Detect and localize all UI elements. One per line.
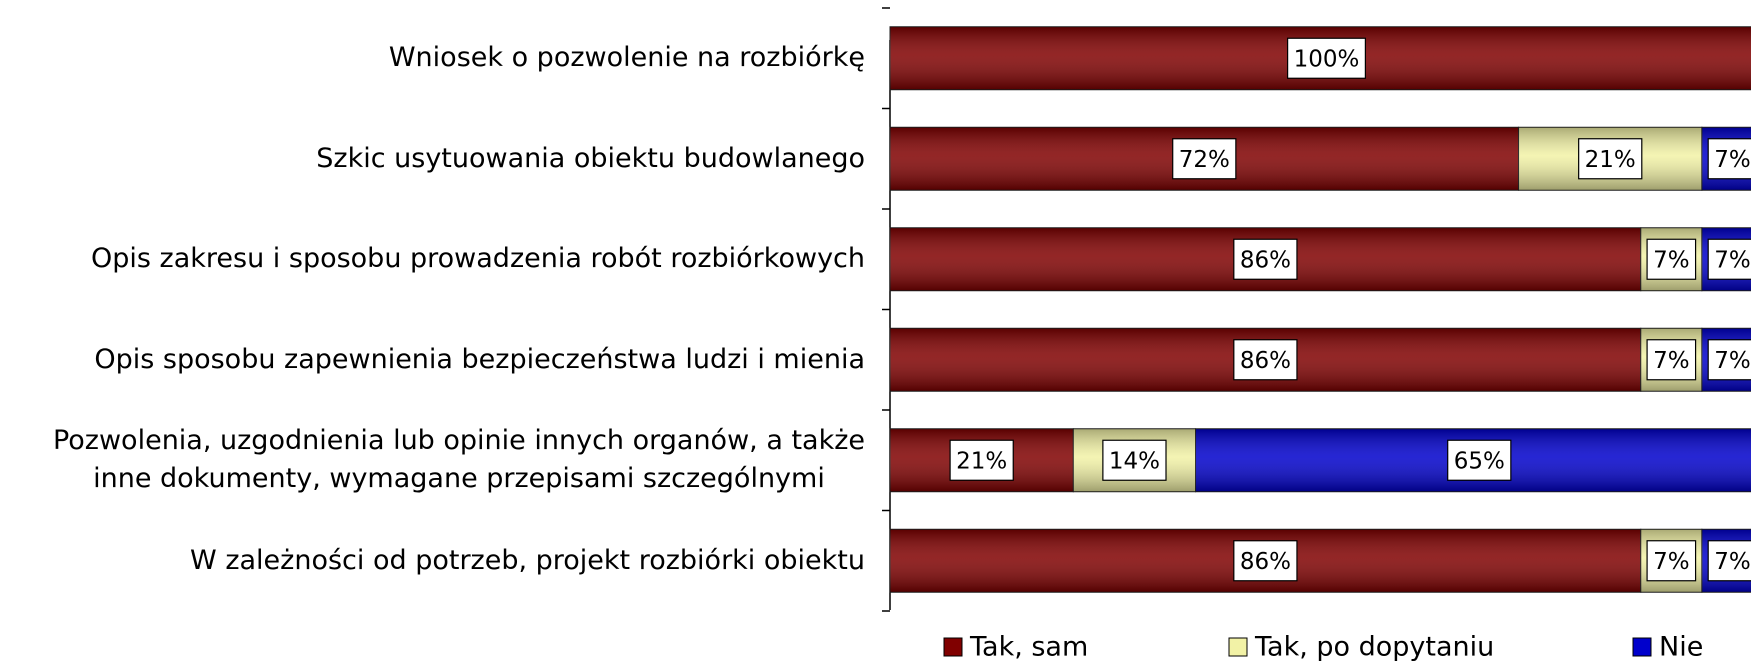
legend-swatch	[1228, 637, 1248, 657]
value-label: 86%	[1240, 549, 1291, 575]
value-label-box	[1646, 339, 1697, 381]
category-label: Opis zakresu i sposobu prowadzenia robót…	[91, 243, 865, 275]
value-label-box	[1447, 439, 1512, 481]
value-label-box	[1102, 439, 1167, 481]
value-label-box	[949, 439, 1014, 481]
value-label-box	[1707, 138, 1751, 180]
value-label: 86%	[1240, 348, 1291, 374]
legend-label: Tak, sam	[969, 632, 1088, 662]
category-label: Opis sposobu zapewnienia bezpieczeństwa …	[94, 343, 865, 375]
value-label-box	[1172, 138, 1237, 180]
value-label-box	[1287, 37, 1366, 79]
value-label: 86%	[1240, 247, 1291, 273]
legend-label: Tak, po dopytaniu	[1254, 632, 1494, 662]
value-label: 21%	[956, 448, 1007, 474]
value-label-box	[1233, 238, 1298, 280]
legend-swatch	[943, 637, 963, 657]
legend-label: Nie	[1659, 632, 1703, 662]
value-label: 21%	[1585, 147, 1636, 173]
value-label: 7%	[1653, 247, 1690, 273]
value-label-box	[1578, 138, 1643, 180]
value-label: 7%	[1714, 247, 1751, 273]
value-label: 65%	[1454, 448, 1505, 474]
value-label: 7%	[1653, 348, 1690, 374]
value-label-box	[1646, 540, 1697, 582]
legend-swatch	[1632, 637, 1652, 657]
category-label: Wniosek o pozwolenie na rozbiórkę	[388, 42, 865, 74]
value-label: 7%	[1653, 549, 1690, 575]
value-label-box	[1707, 339, 1751, 381]
value-label: 7%	[1714, 549, 1751, 575]
value-label: 14%	[1109, 448, 1160, 474]
value-label-box	[1707, 540, 1751, 582]
value-label-box	[1646, 238, 1697, 280]
value-label: 7%	[1714, 348, 1751, 374]
category-label: Pozwolenia, uzgodnienia lub opinie innyc…	[52, 425, 865, 495]
value-label-box	[1233, 540, 1298, 582]
value-label: 7%	[1714, 147, 1751, 173]
category-label: W zależności od potrzeb, projekt rozbiór…	[190, 544, 865, 576]
value-label: 72%	[1179, 147, 1230, 173]
category-label: Szkic usytuowania obiektu budowlanego	[316, 142, 865, 174]
value-label-box	[1707, 238, 1751, 280]
value-label-box	[1233, 339, 1298, 381]
value-label: 100%	[1294, 46, 1360, 72]
